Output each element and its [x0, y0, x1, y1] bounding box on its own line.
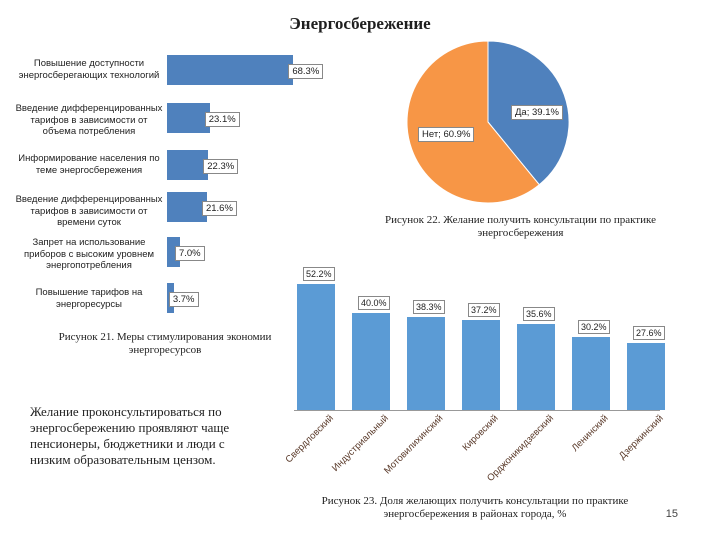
hbar-value-label: 3.7% — [168, 292, 199, 307]
hbar-value-label: 23.1% — [204, 112, 240, 127]
vbar-value-label: 40.0% — [358, 296, 390, 311]
vbar-category-label: Ленинский — [569, 413, 611, 454]
vbar-value-label: 35.6% — [523, 306, 555, 321]
pie-value-label: Нет; 60.9% — [418, 127, 475, 142]
hbar-value-label: 22.3% — [203, 159, 239, 174]
hbar-category-label: Повышение тарифов на энергоресурсы — [35, 287, 143, 310]
vbar-value-label: 27.6% — [633, 326, 665, 341]
vbar-category-label: Индустриальный — [329, 413, 391, 474]
hbar-value-label: 21.6% — [201, 201, 237, 216]
hbar-bar — [167, 150, 209, 180]
hbar-value-label: 68.3% — [288, 64, 324, 79]
hbar-category-label: Введение дифференцированных тарифов в за… — [15, 194, 163, 228]
pie-slice-Нет — [406, 40, 540, 204]
page-number: 15 — [665, 508, 678, 520]
vbar-bar — [627, 343, 665, 410]
vbar-bar — [517, 323, 555, 410]
figure-22-caption: Рисунок 22. Желание получить консультаци… — [385, 214, 656, 239]
vbar-value-label: 52.2% — [303, 266, 335, 281]
page-title: Энергосбережение — [289, 14, 431, 33]
vbar-bar — [462, 319, 500, 410]
vbar-category-label: Дзержинский — [616, 413, 666, 462]
vbar-category-label: Свердловский — [283, 413, 336, 466]
vbar-bar — [572, 336, 610, 410]
hbar-bar — [167, 55, 294, 85]
hbar-bar — [167, 103, 210, 133]
figure-23-caption: Рисунок 23. Доля желающих получить консу… — [321, 495, 629, 520]
hbar-category-label: Введение дифференцированных тарифов в за… — [15, 103, 163, 137]
vbar-value-label: 38.3% — [413, 300, 445, 315]
hbar-value-label: 7.0% — [174, 246, 205, 261]
vbar-value-label: 30.2% — [578, 319, 610, 334]
hbar-category-label: Информирование населения по теме энергос… — [18, 153, 160, 176]
hbar-bar — [167, 192, 207, 222]
hbar-category-label: Запрет на использование приборов с высок… — [23, 237, 155, 271]
figure-21-caption: Рисунок 21. Меры стимулирования экономии… — [58, 331, 272, 356]
consultation-pie-chart — [406, 40, 570, 204]
vbar-category-label: Мотовилихинский — [382, 413, 446, 477]
vbar-bar — [352, 313, 390, 410]
vbar-value-label: 37.2% — [468, 302, 500, 317]
vbar-bar — [297, 283, 335, 410]
hbar-category-label: Повышение доступности энергосберегающих … — [18, 58, 160, 81]
vbar-category-label: Кировский — [460, 413, 501, 454]
vbar-bar — [407, 317, 445, 410]
districts-x-axis — [294, 410, 660, 411]
note-text: Желание проконсультироваться по энергосб… — [30, 404, 230, 467]
pie-value-label: Да; 39.1% — [511, 105, 563, 120]
